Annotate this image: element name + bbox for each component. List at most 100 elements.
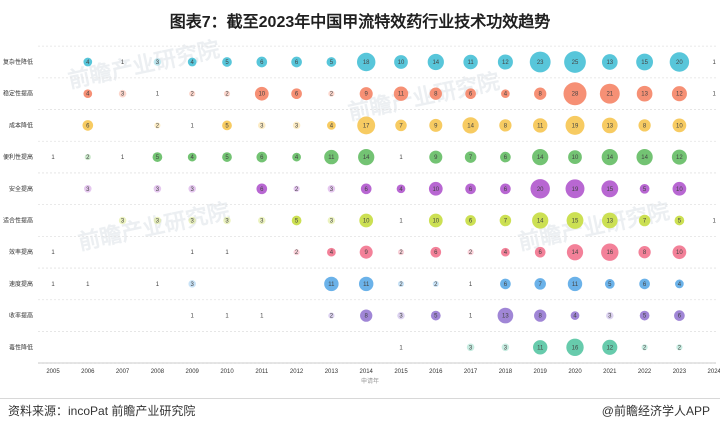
bubble [222, 120, 232, 131]
data-label: 4 [504, 92, 508, 98]
bubble [534, 309, 547, 322]
x-tick-label: 2006 [81, 369, 95, 375]
bubble [639, 183, 650, 194]
data-label: 6 [260, 187, 264, 193]
bubble [565, 179, 585, 199]
data-label: 3 [608, 314, 612, 320]
bubble [291, 56, 302, 68]
data-label: 12 [676, 155, 683, 161]
bubble [534, 87, 547, 100]
bubble [467, 249, 474, 256]
data-label: 2 [225, 92, 229, 98]
data-label: 6 [643, 282, 647, 288]
bubble [358, 276, 374, 292]
x-tick-label: 2018 [499, 369, 513, 375]
data-label: 6 [260, 155, 264, 161]
data-label: 5 [434, 314, 438, 320]
data-label: 4 [678, 282, 682, 288]
data-label: 6 [86, 123, 90, 129]
data-label: 5 [156, 155, 160, 161]
bubble [188, 185, 196, 193]
data-label: 2 [191, 92, 195, 98]
data-label: 1 [51, 155, 55, 161]
data-label: 14 [467, 123, 474, 129]
data-label: 4 [191, 155, 195, 161]
data-label: 10 [432, 219, 439, 225]
bubble [293, 249, 300, 256]
bubble [397, 311, 405, 320]
data-label: 5 [225, 123, 229, 129]
data-label: 20 [676, 60, 683, 66]
bubble [601, 54, 618, 70]
bubble [328, 312, 335, 319]
data-label: 6 [295, 60, 299, 66]
bubble [501, 343, 510, 352]
data-label: 1 [156, 92, 160, 98]
bubble [671, 86, 687, 102]
data-label: 1 [225, 314, 229, 320]
bubble [534, 246, 546, 258]
data-label: 2 [295, 187, 299, 193]
bubble [463, 54, 478, 70]
x-tick-label: 2007 [116, 369, 130, 375]
bubble [563, 82, 587, 106]
x-tick-label: 2020 [568, 369, 582, 375]
data-label: 1 [713, 219, 717, 225]
data-label: 8 [643, 123, 647, 129]
bubble [465, 88, 476, 100]
data-label: 18 [363, 60, 370, 66]
bubble [292, 121, 301, 130]
bubble [394, 55, 408, 69]
bubble [567, 276, 583, 292]
bubble [393, 86, 409, 101]
x-axis-title: 申请年 [361, 377, 379, 385]
bubble [674, 215, 685, 226]
x-tick-label: 2012 [290, 369, 304, 375]
data-label: 5 [678, 219, 682, 225]
data-label: 10 [398, 60, 405, 66]
data-label: 13 [606, 123, 613, 129]
data-label: 1 [399, 219, 403, 225]
data-label: 5 [643, 314, 647, 320]
data-label: 8 [643, 250, 647, 256]
data-label: 6 [504, 155, 508, 161]
bubble [258, 216, 266, 225]
bubble [291, 88, 302, 100]
brand-credit: @前瞻经济学人APP [601, 404, 710, 418]
bubble [358, 148, 375, 166]
x-tick-label: 2013 [325, 369, 339, 375]
bubble [606, 311, 614, 320]
chart-title: 图表7：截至2023年中国甲流特效药行业技术功效趋势 [169, 14, 551, 31]
bubble [291, 215, 302, 226]
bubbles: 4 1 3 4 5 6 6 5 18 10 14 11 12 23 25 13 15 20 14 3 1 2 2 10 6 2 9 1… [51, 51, 717, 356]
x-tick-label: 2005 [46, 369, 60, 375]
bubble [500, 151, 511, 163]
bubble [396, 184, 406, 194]
x-tick-label: 2008 [151, 369, 165, 375]
data-label: 7 [539, 282, 543, 288]
data-label: 15 [641, 60, 648, 66]
bubble [429, 118, 443, 132]
bubble [532, 148, 549, 166]
data-label: 11 [537, 345, 544, 351]
data-label: 8 [434, 92, 438, 98]
x-tick-label: 2023 [673, 369, 687, 375]
bubble [568, 150, 582, 164]
bubble [639, 278, 650, 290]
y-tick-label: 毒性降低 [9, 343, 33, 351]
data-label: 17 [363, 123, 370, 129]
bubble [669, 52, 690, 72]
bubble [675, 279, 684, 289]
bubble [564, 51, 586, 73]
bubble [118, 89, 127, 98]
bubble [497, 54, 513, 70]
data-label: 25 [572, 60, 579, 66]
bubble [360, 183, 372, 195]
bubble [641, 344, 648, 351]
data-label: 2 [678, 345, 682, 351]
data-label: 10 [432, 187, 439, 193]
bubble [154, 122, 161, 129]
bubble [672, 181, 687, 196]
data-label: 1 [713, 92, 717, 98]
bubble [223, 90, 231, 97]
